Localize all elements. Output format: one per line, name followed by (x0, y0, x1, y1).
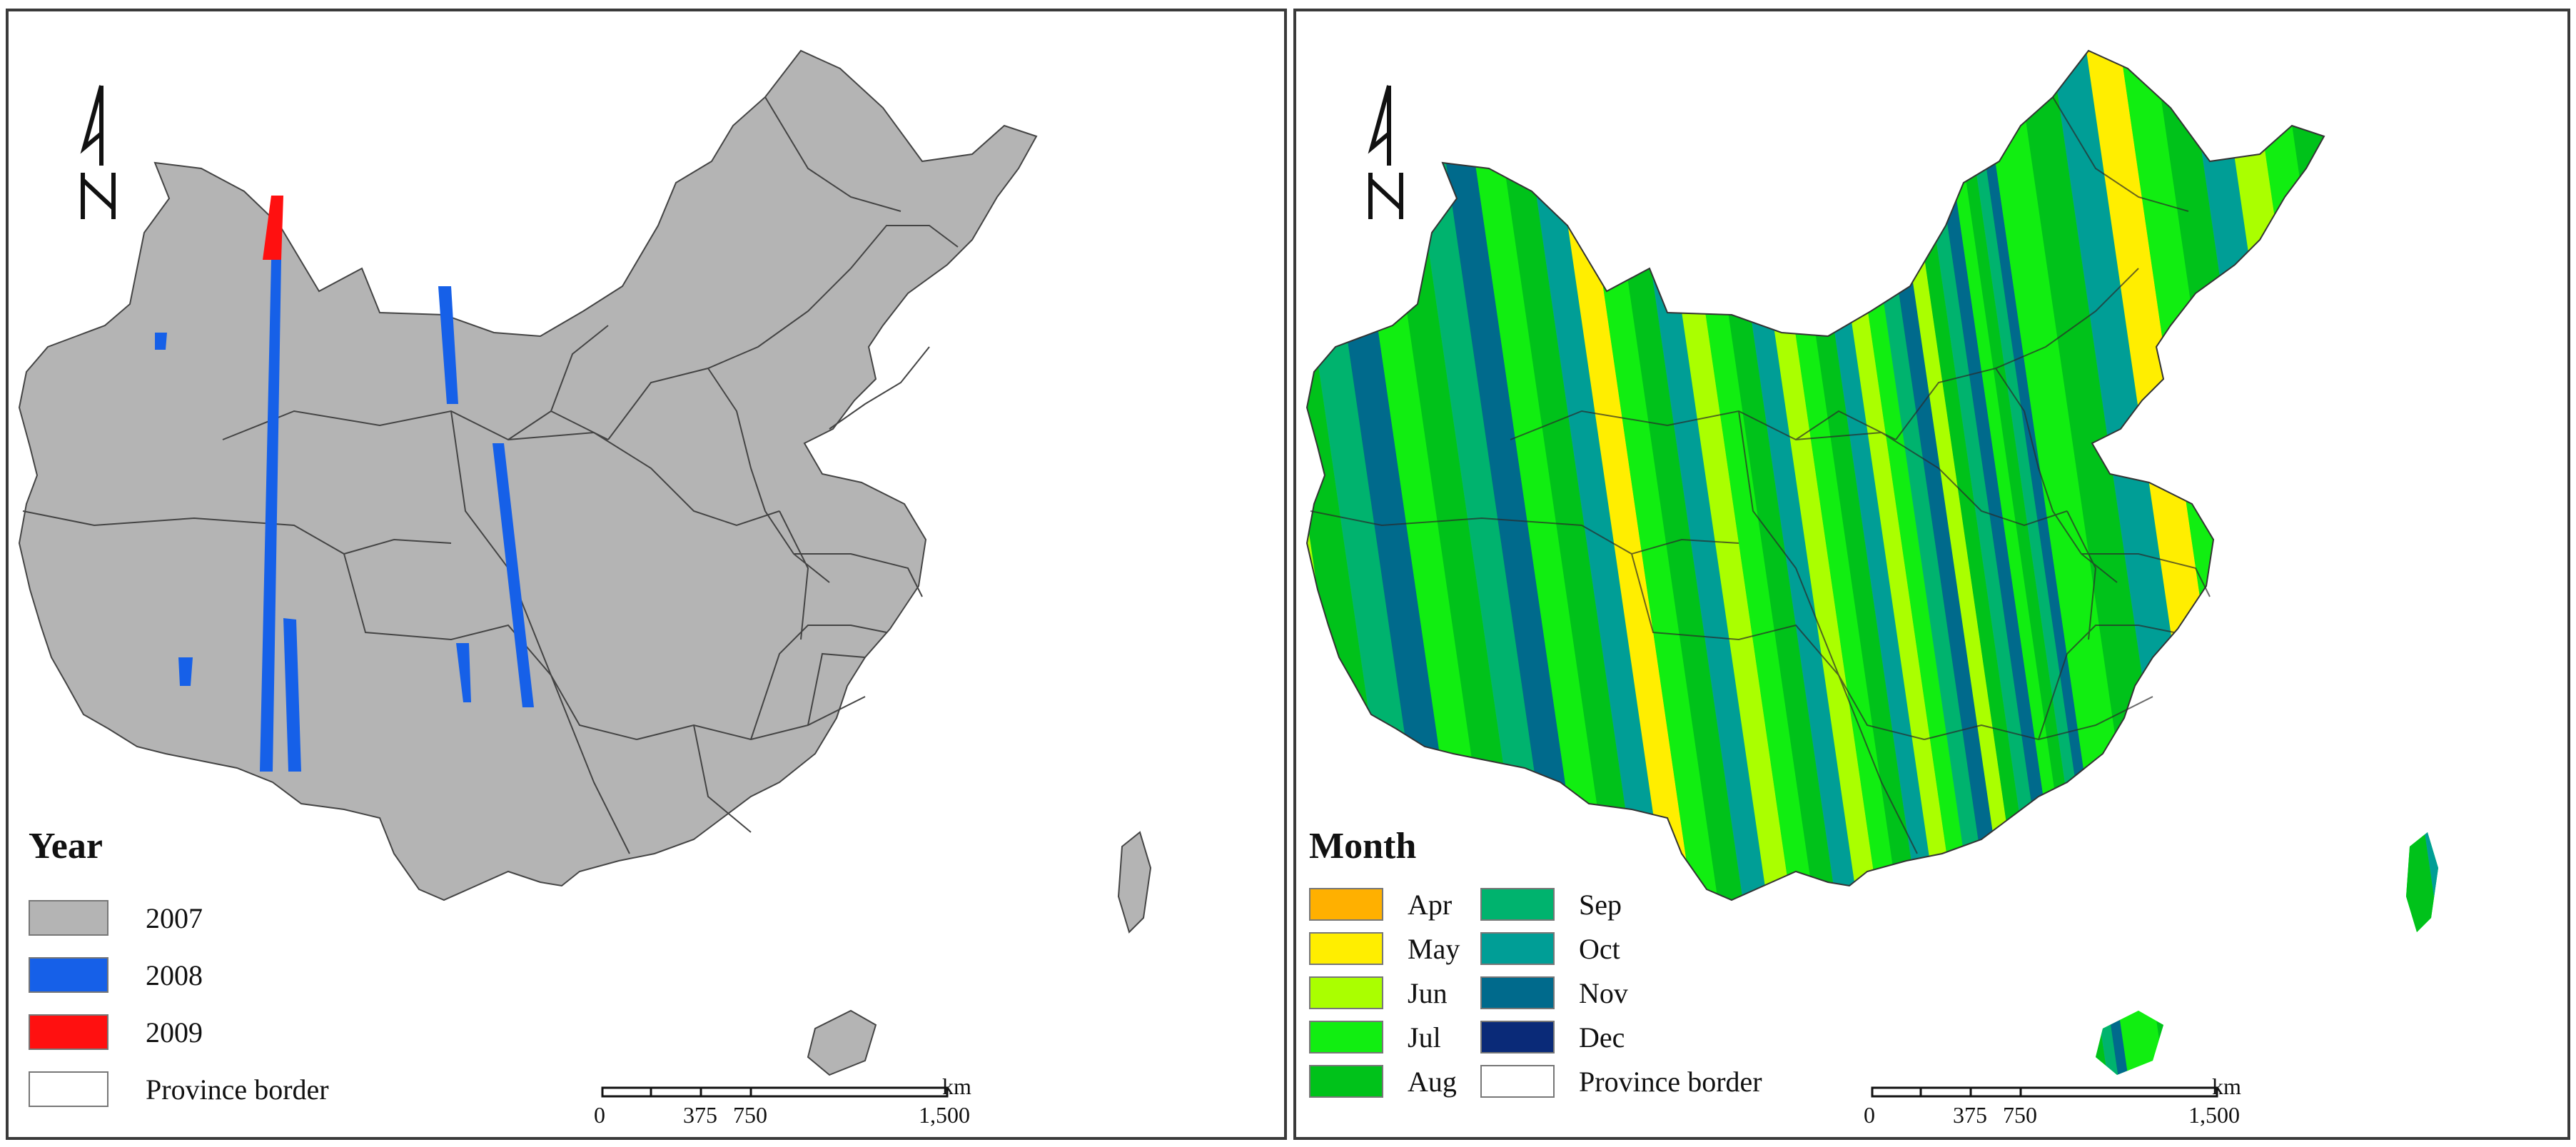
legend-column: Apr May Jun Jul Aug (1309, 882, 1480, 1103)
month-stripe (2276, 51, 2438, 1075)
legend-item: Province border (1480, 1059, 1762, 1103)
scale-tick-label: 375 (1953, 1102, 1987, 1128)
scale-tick-label: 0 (594, 1102, 605, 1128)
legend-swatch (29, 957, 108, 993)
scale-tick-label: 0 (1864, 1102, 1875, 1128)
legend-label: Jul (1408, 1021, 1441, 1053)
month-stripe (2445, 11, 2570, 1140)
legend-label: May (1408, 932, 1460, 965)
legend-label: 2009 (146, 1016, 203, 1049)
legend-label: Nov (1579, 976, 1628, 1009)
province-borders (22, 96, 959, 854)
legend-swatch (29, 900, 108, 936)
scale-tick-label: 375 (683, 1102, 717, 1128)
legend-item: 2009 (29, 1004, 329, 1061)
month-stripe (2391, 51, 2438, 1075)
scale-unit: km (942, 1073, 971, 1099)
legend-title: Year (29, 826, 103, 866)
legend-column: Sep Oct Nov Dec Province border (1480, 882, 1762, 1103)
legend-title: Month (1309, 826, 1417, 866)
legend-item: Jul (1309, 1015, 1480, 1059)
month-stripe (1563, 51, 1753, 1075)
legend-label: Aug (1408, 1065, 1457, 1098)
swath-2009 (263, 196, 283, 260)
north-arrow-icon (1368, 85, 1403, 219)
province-borders (1310, 96, 2211, 854)
legend-label: Province border (146, 1073, 329, 1106)
scale-bar-graphic (601, 1086, 949, 1098)
legend-label: Jun (1408, 976, 1448, 1009)
month-stripe (2245, 51, 2438, 1075)
legend-label: Sep (1579, 888, 1622, 921)
month-stripe (2418, 51, 2438, 1075)
legend-label: Oct (1579, 932, 1620, 965)
legend-swatch (1309, 932, 1383, 965)
scale-tick-label: 1,500 (2188, 1102, 2240, 1128)
month-stripe (2335, 51, 2438, 1075)
scale-tick-label: 750 (733, 1102, 767, 1128)
scale-bar: 0 375 750 1,500 km (1864, 1073, 2278, 1137)
legend-item: Nov (1480, 971, 1762, 1015)
china-outline (1305, 49, 2325, 901)
month-stripe (2363, 51, 2438, 1075)
legend-swatch (1309, 1065, 1383, 1098)
legend-swatch (1480, 932, 1555, 965)
year-legend: Year 2007 2008 2009 Province border (29, 825, 329, 1118)
legend-item: 2007 (29, 889, 329, 946)
legend-item: Apr (1309, 882, 1480, 926)
legend-item: Dec (1480, 1015, 1762, 1059)
legend-label: 2007 (146, 901, 203, 934)
legend-item: 2008 (29, 946, 329, 1004)
china-map-month (1305, 11, 2570, 1140)
legend-item: May (1309, 926, 1480, 971)
legend-swatch (1309, 976, 1383, 1009)
legend-swatch (1309, 1021, 1383, 1053)
month-stripe (2520, 11, 2570, 1140)
month-stripe (2305, 51, 2438, 1075)
hainan-island (807, 1009, 877, 1076)
month-stripe (2543, 11, 2570, 1140)
month-stripe (1589, 51, 1778, 1075)
legend-swatch (1480, 1065, 1555, 1098)
legend-item: Oct (1480, 926, 1762, 971)
legend-item: Jun (1309, 971, 1480, 1015)
legend-swatch (29, 1071, 108, 1107)
legend-swatch (1480, 976, 1555, 1009)
month-map-panel: Month Apr May Jun Jul Aug Sep Oct Nov De… (1293, 9, 2570, 1140)
taiwan-island (1117, 831, 1152, 934)
legend-label: Province border (1579, 1065, 1762, 1098)
month-stripe (2495, 11, 2570, 1140)
legend-swatch (1480, 888, 1555, 921)
scale-unit: km (2212, 1073, 2241, 1099)
legend-item: Province border (29, 1061, 329, 1118)
north-arrow-icon (80, 85, 116, 219)
month-stripe (2566, 11, 2570, 1140)
year-map-panel: Year 2007 2008 2009 Province border (6, 9, 1287, 1140)
legend-item: Sep (1480, 882, 1762, 926)
legend-item: Aug (1309, 1059, 1480, 1103)
legend-swatch (29, 1014, 108, 1050)
scale-tick-label: 1,500 (919, 1102, 970, 1128)
legend-swatch (1480, 1021, 1555, 1053)
legend-label: Dec (1579, 1021, 1625, 1053)
month-stripe (2470, 11, 2570, 1140)
scale-tick-label: 750 (2003, 1102, 2037, 1128)
scale-bar-graphic (1871, 1086, 2218, 1098)
month-stripe (2213, 51, 2409, 1075)
china-map-year (18, 49, 1152, 1076)
scale-bar: 0 375 750 1,500 km (594, 1073, 1008, 1137)
china-outline (18, 49, 1038, 901)
month-legend: Month Apr May Jun Jul Aug Sep Oct Nov De… (1309, 825, 1762, 1103)
swaths-2008 (155, 260, 534, 772)
legend-label: Apr (1408, 888, 1453, 921)
legend-label: 2008 (146, 959, 203, 991)
legend-swatch (1309, 888, 1383, 921)
